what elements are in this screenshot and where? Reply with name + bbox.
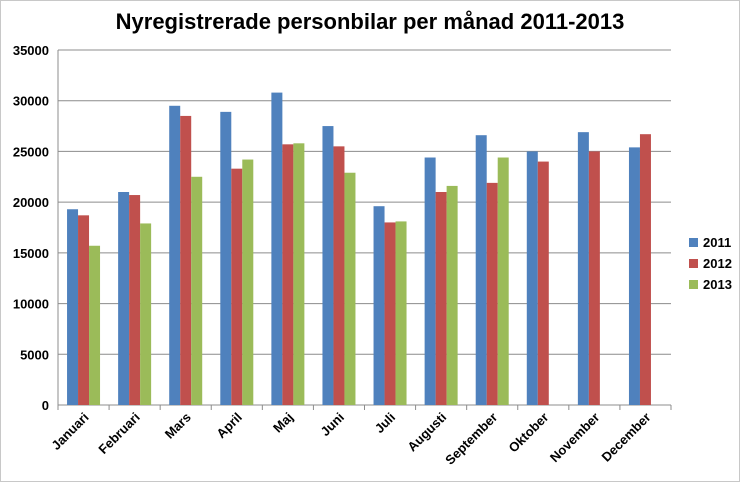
y-tick-label-25000: 25000 (13, 144, 49, 159)
bar-2011-Juni (322, 126, 334, 406)
bar-2012-Januari (78, 215, 90, 405)
legend-item-2012: 2012 (689, 253, 732, 274)
x-tick-label-Juni: Juni (318, 410, 348, 440)
bar-2011-Mars (169, 105, 181, 406)
x-tick-label-Mars: Mars (162, 410, 194, 442)
bar-2012-December (639, 134, 651, 405)
legend-label-2011: 2011 (703, 235, 732, 250)
legend-swatch-2011 (689, 238, 698, 247)
bar-2013-Mars (191, 176, 203, 405)
y-tick-label-5000: 5000 (20, 347, 49, 362)
bar-2011-Januari (67, 209, 79, 405)
y-tick-label-0: 0 (42, 398, 49, 413)
x-tick-label-December: December (599, 410, 654, 465)
x-tick-label-November: November (547, 410, 603, 466)
bar-2012-Juli (384, 222, 396, 405)
bar-2012-Mars (180, 115, 192, 405)
bar-2013-Juni (344, 172, 356, 405)
bar-2011-Februari (118, 192, 130, 405)
legend-label-2013: 2013 (703, 277, 732, 292)
x-tick-label-September: September (442, 410, 500, 468)
y-tick-label-20000: 20000 (13, 195, 49, 210)
bar-2013-Januari (89, 245, 101, 405)
bar-2013-April (242, 159, 254, 405)
bar-2012-September (486, 182, 498, 405)
y-tick-label-30000: 30000 (13, 94, 49, 109)
bar-2012-November (588, 151, 600, 405)
bar-2013-Maj (293, 143, 305, 406)
bar-2013-Februari (140, 223, 152, 405)
bar-2012-April (231, 168, 243, 405)
bar-2013-September (497, 157, 509, 405)
bar-2011-Oktober (526, 151, 538, 405)
legend: 2011 2012 2013 (689, 232, 732, 295)
bar-2012-Oktober (537, 161, 549, 405)
bar-2011-September (475, 135, 487, 405)
y-tick-label-35000: 35000 (13, 43, 49, 58)
x-tick-label-Maj: Maj (270, 410, 296, 436)
x-tick-label-Juli: Juli (372, 410, 398, 436)
bar-2012-Maj (282, 144, 294, 406)
y-tick-label-10000: 10000 (13, 297, 49, 312)
bar-2011-December (628, 147, 640, 405)
legend-item-2013: 2013 (689, 274, 732, 295)
bar-2011-Maj (271, 92, 283, 405)
legend-label-2012: 2012 (703, 256, 732, 271)
bar-2011-Juli (373, 206, 385, 405)
x-tick-label-Augusti: Augusti (404, 410, 449, 455)
x-tick-label-Oktober: Oktober (506, 410, 552, 456)
bar-2012-Juni (333, 146, 345, 405)
y-tick-label-15000: 15000 (13, 246, 49, 261)
bar-2011-April (220, 111, 232, 405)
bar-2013-Juli (395, 221, 407, 405)
x-tick-label-April: April (213, 410, 245, 442)
x-tick-label-Januari: Januari (48, 410, 91, 453)
bar-2012-Augusti (435, 192, 447, 405)
bar-2013-Augusti (446, 185, 458, 405)
legend-swatch-2012 (689, 259, 698, 268)
legend-item-2011: 2011 (689, 232, 732, 253)
chart-title: Nyregistrerade personbilar per månad 201… (115, 9, 625, 34)
bar-2011-Augusti (424, 157, 436, 405)
bar-2012-Februari (129, 195, 141, 405)
legend-swatch-2013 (689, 280, 698, 289)
x-tick-label-Februari: Februari (95, 410, 142, 457)
bar-2011-November (577, 132, 589, 405)
